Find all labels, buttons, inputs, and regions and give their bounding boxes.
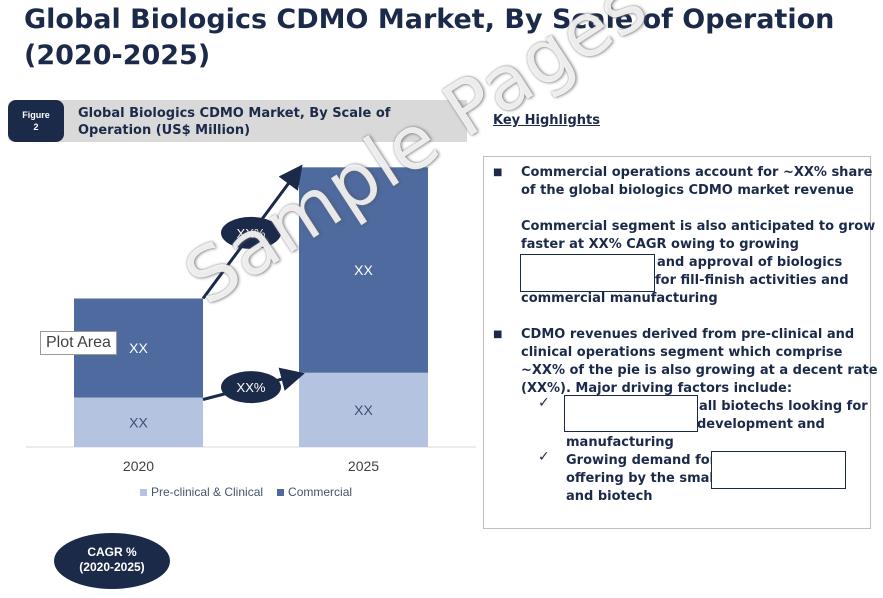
sub-highlight-1-line: manufacturing bbox=[566, 435, 674, 450]
highlight-2-line: commercial manufacturing bbox=[521, 291, 718, 306]
bar-data-label: XX bbox=[129, 414, 148, 430]
bar-data-label: XX bbox=[354, 262, 373, 278]
checkmark-icon: ✓ bbox=[538, 449, 550, 465]
x-tick-label: 2020 bbox=[123, 458, 154, 474]
bar-segment-preclinical bbox=[299, 372, 428, 447]
highlight-3-line: CDMO revenues derived from pre-clinical … bbox=[521, 327, 855, 342]
highlight-2-line: and approval of biologics bbox=[657, 255, 843, 270]
cagr-badge: CAGR % (2020-2025) bbox=[54, 533, 170, 589]
bar-data-label: XX bbox=[354, 402, 373, 418]
redacted-box bbox=[520, 254, 655, 292]
highlight-2: Commercial segment is also anticipated t… bbox=[521, 218, 875, 308]
sub-highlight-1-line: all biotechs looking for bbox=[699, 399, 868, 414]
figure-header-bar bbox=[8, 100, 467, 142]
highlight-1-line: Commercial operations account for ~XX% s… bbox=[521, 165, 873, 180]
cagr-badge-label: CAGR % bbox=[87, 545, 137, 559]
highlight-2-line: Commercial segment is also anticipated t… bbox=[521, 219, 876, 234]
highlight-3-line: ~XX% of the pie is also growing at a dec… bbox=[521, 363, 878, 378]
sub-highlight-2-line: Growing demand for bbox=[566, 453, 717, 468]
figure-badge-label: Figure bbox=[22, 110, 50, 120]
highlight-2-line: faster at XX% CAGR owing to growing bbox=[521, 237, 799, 252]
bullet-square-icon: ■ bbox=[493, 167, 503, 178]
plot-area-tooltip: Plot Area bbox=[40, 331, 117, 355]
redacted-box bbox=[564, 395, 698, 432]
growth-label: XX% bbox=[237, 380, 266, 395]
stacked-bar-chart: XX XX 2020 XX XX 2025 XX% XX% bbox=[26, 164, 476, 474]
page-title: Global Biologics CDMO Market, By Scale o… bbox=[24, 4, 835, 71]
highlight-1: Commercial operations account for ~XX% s… bbox=[521, 164, 872, 200]
sub-highlight-2: Growing demand for offering by the small… bbox=[566, 452, 718, 506]
sub-highlight-1: all biotechs looking for development and… bbox=[566, 398, 868, 452]
highlight-1-line: of the global biologics CDMO market reve… bbox=[521, 183, 854, 198]
legend-swatch-preclinical bbox=[140, 488, 147, 496]
checkmark-icon: ✓ bbox=[538, 395, 550, 411]
bar-segment-commercial bbox=[299, 167, 428, 373]
legend-swatch-commercial bbox=[277, 488, 285, 496]
legend-label-preclinical: Pre-clinical & Clinical bbox=[151, 485, 264, 499]
highlight-2-line: for fill-finish activities and bbox=[655, 273, 849, 288]
sub-highlight-2-line: offering by the small bbox=[566, 471, 719, 486]
highlight-3: CDMO revenues derived from pre-clinical … bbox=[521, 326, 878, 398]
highlight-3-line: (XX%). Major driving factors include: bbox=[521, 381, 793, 396]
figure-title: Global Biologics CDMO Market, By Scale o… bbox=[78, 106, 391, 138]
bar-segment-preclinical bbox=[74, 397, 203, 447]
sub-highlight-2-line: and biotech bbox=[566, 489, 653, 504]
legend-item-preclinical: Pre-clinical & Clinical bbox=[140, 485, 263, 499]
highlight-3-line: clinical operations segment which compri… bbox=[521, 345, 843, 360]
cagr-ellipse bbox=[221, 216, 281, 249]
figure-badge-number: 2 bbox=[33, 122, 39, 132]
bullet-square-icon: ■ bbox=[493, 329, 503, 340]
sub-highlight-1-line: development and bbox=[697, 417, 825, 432]
growth-label: XX% bbox=[237, 226, 266, 241]
bar-data-label: XX bbox=[129, 340, 148, 356]
legend-item-commercial: Commercial bbox=[277, 485, 352, 499]
legend-label-commercial: Commercial bbox=[288, 485, 353, 499]
x-tick-label: 2025 bbox=[348, 458, 379, 474]
cagr-ellipse bbox=[221, 371, 281, 404]
redacted-box bbox=[711, 451, 846, 489]
chart-legend: Pre-clinical & Clinical Commercial bbox=[140, 485, 352, 499]
cagr-badge-period: (2020-2025) bbox=[79, 560, 145, 574]
key-highlights-title: Key Highlights bbox=[493, 113, 600, 128]
figure-badge: Figure 2 bbox=[8, 100, 64, 142]
